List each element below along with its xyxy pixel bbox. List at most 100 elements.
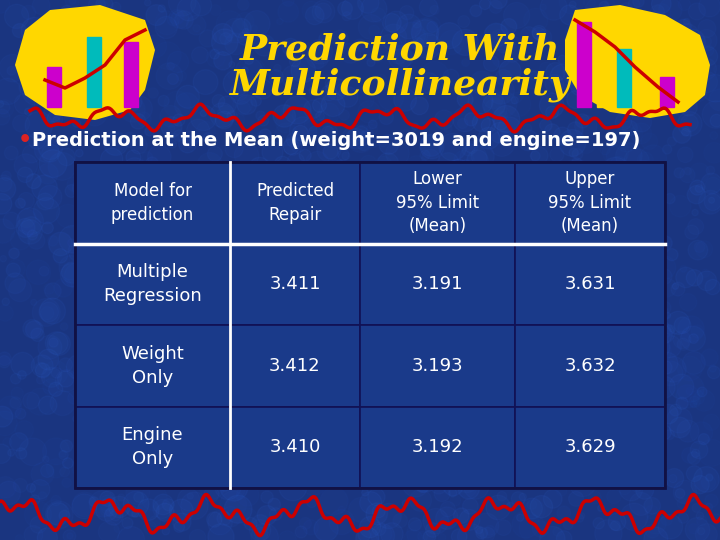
Circle shape <box>148 446 174 472</box>
Circle shape <box>593 384 616 407</box>
Circle shape <box>158 96 169 106</box>
Circle shape <box>474 176 485 188</box>
Circle shape <box>146 450 168 472</box>
Circle shape <box>478 127 500 149</box>
Circle shape <box>575 272 588 285</box>
Circle shape <box>694 242 705 253</box>
Circle shape <box>210 103 235 127</box>
Circle shape <box>262 396 274 407</box>
Circle shape <box>474 513 499 538</box>
Circle shape <box>532 25 546 39</box>
Circle shape <box>191 341 217 367</box>
Circle shape <box>38 185 62 209</box>
Circle shape <box>294 262 306 274</box>
Circle shape <box>408 518 421 531</box>
Circle shape <box>608 327 621 341</box>
Circle shape <box>125 375 152 401</box>
Circle shape <box>168 133 179 144</box>
Circle shape <box>123 91 131 98</box>
Circle shape <box>329 212 336 220</box>
Circle shape <box>7 66 16 75</box>
Circle shape <box>398 360 405 366</box>
Circle shape <box>361 489 369 496</box>
Circle shape <box>593 61 600 69</box>
Circle shape <box>605 471 623 490</box>
Circle shape <box>39 302 58 322</box>
Circle shape <box>354 411 361 418</box>
Circle shape <box>140 410 148 418</box>
Circle shape <box>90 456 113 480</box>
Circle shape <box>342 128 361 147</box>
Circle shape <box>485 23 508 47</box>
Circle shape <box>705 279 720 295</box>
Circle shape <box>300 464 310 475</box>
Circle shape <box>196 200 211 215</box>
Circle shape <box>59 451 68 460</box>
Circle shape <box>569 491 584 507</box>
Circle shape <box>9 433 28 451</box>
Circle shape <box>6 263 20 277</box>
Circle shape <box>276 245 288 257</box>
Circle shape <box>216 231 226 240</box>
Circle shape <box>570 310 585 326</box>
Circle shape <box>320 381 333 394</box>
Circle shape <box>385 11 408 33</box>
Circle shape <box>498 452 510 464</box>
Circle shape <box>611 407 638 434</box>
Circle shape <box>328 262 334 268</box>
Circle shape <box>325 78 336 89</box>
Circle shape <box>71 25 97 52</box>
Circle shape <box>38 67 48 77</box>
Circle shape <box>130 201 150 221</box>
Circle shape <box>40 464 54 477</box>
Circle shape <box>123 316 137 330</box>
Circle shape <box>652 382 661 391</box>
Circle shape <box>540 119 552 131</box>
Circle shape <box>622 120 637 136</box>
Circle shape <box>686 465 702 482</box>
Circle shape <box>16 218 35 238</box>
Circle shape <box>297 334 310 347</box>
Circle shape <box>94 185 100 192</box>
Circle shape <box>676 397 688 409</box>
Circle shape <box>354 39 366 51</box>
Circle shape <box>97 263 117 282</box>
Circle shape <box>50 391 75 416</box>
FancyBboxPatch shape <box>75 244 230 325</box>
Circle shape <box>294 437 305 448</box>
Circle shape <box>590 219 607 235</box>
Circle shape <box>73 119 81 127</box>
Circle shape <box>240 166 248 173</box>
Circle shape <box>244 395 269 420</box>
Circle shape <box>369 138 379 147</box>
Circle shape <box>79 242 107 269</box>
Circle shape <box>84 428 102 445</box>
Circle shape <box>48 152 76 180</box>
Circle shape <box>490 1 503 14</box>
Circle shape <box>321 93 345 117</box>
Circle shape <box>244 55 253 64</box>
Circle shape <box>544 124 560 139</box>
Circle shape <box>336 84 348 96</box>
Circle shape <box>649 207 663 221</box>
Circle shape <box>343 400 361 418</box>
Circle shape <box>657 269 672 285</box>
Circle shape <box>449 489 456 497</box>
Circle shape <box>665 325 675 334</box>
Circle shape <box>202 174 220 191</box>
Circle shape <box>394 89 416 111</box>
Circle shape <box>200 110 207 117</box>
Circle shape <box>234 143 258 167</box>
Circle shape <box>342 12 351 21</box>
Circle shape <box>514 318 523 327</box>
Circle shape <box>164 230 190 255</box>
Circle shape <box>422 239 431 248</box>
Circle shape <box>569 148 578 157</box>
Circle shape <box>582 34 609 60</box>
Circle shape <box>68 241 89 261</box>
Circle shape <box>101 148 123 170</box>
Circle shape <box>698 19 716 38</box>
Circle shape <box>393 514 408 528</box>
Circle shape <box>570 29 596 56</box>
Circle shape <box>251 96 261 106</box>
